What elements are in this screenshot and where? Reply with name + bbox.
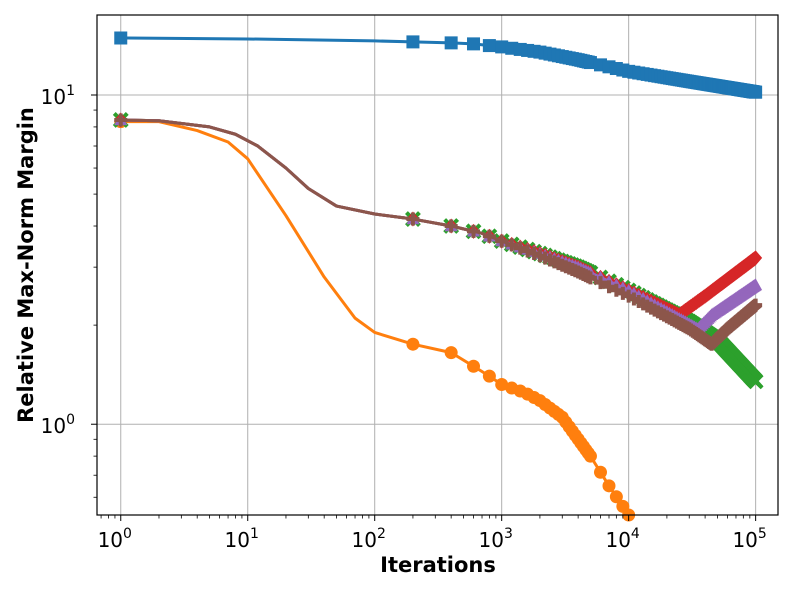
plus-marker	[602, 280, 616, 294]
series-orange	[114, 115, 636, 522]
plus-marker	[406, 212, 420, 226]
x-tick-exponent: 5	[758, 526, 767, 542]
square-marker	[495, 40, 509, 54]
plus-marker	[444, 219, 458, 233]
circle-marker	[583, 449, 597, 463]
x-tick-exponent: 4	[631, 526, 640, 542]
circle-marker	[495, 378, 509, 392]
x-tick-label: 101	[225, 526, 259, 552]
y-tick-base: 10	[41, 414, 66, 438]
x-tick-exponent: 3	[504, 526, 513, 542]
square-marker	[583, 56, 597, 70]
plus-marker	[114, 113, 128, 127]
x-tick-base: 10	[98, 528, 123, 552]
triangle-marker	[749, 278, 763, 291]
x-tick-base: 10	[478, 528, 503, 552]
diamond-marker	[749, 250, 763, 266]
y-tick-label: 100	[41, 412, 75, 438]
x-tick-label: 103	[478, 526, 512, 552]
circle-marker	[593, 465, 607, 479]
circle-marker	[602, 479, 616, 493]
plus-marker	[467, 224, 481, 238]
square-marker	[444, 36, 458, 50]
circle-marker	[467, 359, 481, 373]
square-marker	[114, 31, 128, 45]
circle-marker	[406, 337, 420, 351]
square-marker	[467, 37, 481, 51]
x-tick-exponent: 1	[250, 526, 259, 542]
x-tick-base: 10	[732, 528, 757, 552]
plus-marker	[482, 229, 496, 243]
y-axis-title: Relative Max-Norm Margin	[14, 107, 38, 423]
y-tick-base: 10	[41, 85, 66, 109]
circle-marker	[609, 490, 623, 504]
square-marker	[406, 35, 420, 49]
x-tick-label: 104	[605, 526, 639, 552]
plus-marker	[593, 276, 607, 290]
plus-marker	[505, 238, 519, 252]
series-blue	[114, 31, 763, 99]
plus-marker	[749, 298, 763, 312]
x-tick-base: 10	[225, 528, 250, 552]
x-tick-exponent: 2	[377, 526, 386, 542]
plus-marker	[513, 241, 527, 255]
square-marker	[749, 85, 763, 99]
y-tick-exponent: 1	[66, 83, 75, 99]
circle-marker	[444, 346, 458, 360]
x-marker	[747, 373, 764, 390]
x-tick-label: 102	[352, 526, 386, 552]
series-layer	[112, 31, 764, 522]
y-tick-label: 101	[41, 83, 75, 109]
x-tick-base: 10	[352, 528, 377, 552]
plot-frame	[96, 14, 779, 516]
y-tick-exponent: 0	[66, 412, 75, 428]
x-axis-title: Iterations	[380, 553, 496, 577]
series-brown	[114, 113, 763, 351]
plus-marker	[583, 271, 597, 285]
x-tick-label: 100	[98, 526, 132, 552]
circle-marker	[482, 369, 496, 383]
square-marker	[482, 39, 496, 53]
plus-marker	[495, 234, 509, 248]
x-tick-label: 105	[732, 526, 766, 552]
x-tick-exponent: 0	[123, 526, 132, 542]
x-tick-base: 10	[605, 528, 630, 552]
